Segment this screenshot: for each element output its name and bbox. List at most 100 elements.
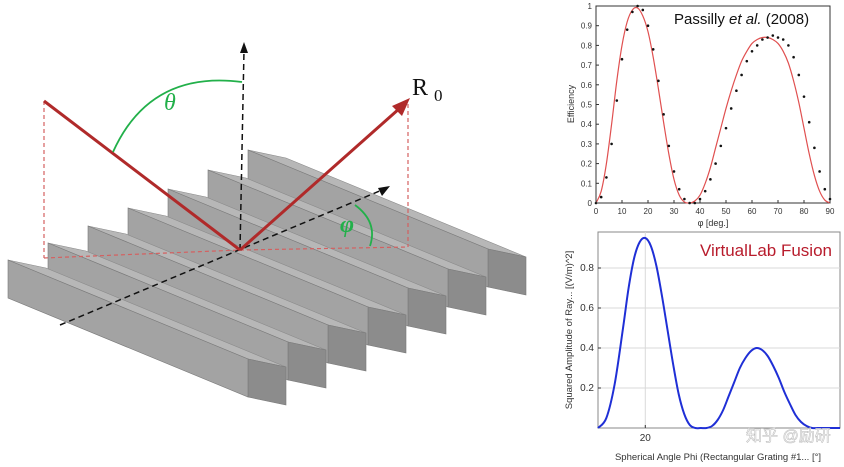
projection-incident-horizontal — [43, 249, 241, 259]
data-point — [766, 36, 769, 39]
r0-label-subscript: 0 — [434, 86, 443, 105]
x-axis-label: Spherical Angle Phi (Rectangular Grating… — [615, 452, 821, 463]
y-tick-label: 0.2 — [581, 160, 593, 169]
theta-arc — [112, 79, 243, 153]
data-point — [631, 10, 634, 14]
x-axis-label: φ [deg.] — [698, 218, 729, 228]
y-tick-label: 0.4 — [580, 343, 594, 354]
grating-diagram: θ φ R 0 — [7, 42, 527, 406]
y-tick-label: 0.4 — [581, 120, 593, 129]
data-point — [828, 197, 832, 201]
y-tick-label: 0.5 — [581, 101, 593, 110]
y-tick-label: 0.6 — [580, 303, 594, 314]
grating-bar — [7, 259, 287, 406]
normal-axis-arrowhead — [240, 42, 248, 53]
bar-end-face — [447, 268, 487, 316]
data-point — [651, 48, 655, 51]
y-tick-label: 0 — [588, 199, 593, 208]
y-tick-label: 0.2 — [580, 383, 594, 394]
reflected-ray-r0 — [239, 106, 401, 252]
data-point — [677, 187, 681, 191]
projection-lines — [43, 101, 409, 259]
data-point — [641, 8, 645, 12]
data-point — [792, 55, 795, 59]
x-tick-label: 30 — [670, 207, 679, 216]
y-tick-label: 0.3 — [581, 140, 593, 149]
normal-axis — [239, 49, 245, 251]
grating-bars — [7, 149, 527, 406]
x-tick-label: 80 — [800, 207, 809, 216]
y-tick-label: 0.7 — [581, 61, 593, 70]
chart-frame — [597, 231, 841, 429]
series-line — [595, 6, 831, 204]
efficiency-chart: 0 10 20 30 40 50 60 70 80 90 0 0.1 0.2 0.3 0.4 0.5 0.6 0.… — [566, 2, 835, 228]
watermark: 知乎 @励研 — [746, 427, 831, 445]
axes — [59, 42, 390, 326]
data-point — [761, 38, 764, 41]
data-point — [797, 73, 801, 77]
y-tick-label: 1 — [588, 2, 593, 11]
y-tick-label: 0.8 — [581, 41, 593, 50]
data-point — [735, 89, 738, 93]
reflected-ray-arrowhead — [392, 98, 410, 116]
x-tick-label: 50 — [722, 207, 731, 216]
data-point — [620, 57, 624, 61]
data-point — [740, 73, 743, 77]
bar-end-face — [287, 341, 327, 389]
data-point — [714, 162, 717, 165]
bar-end-face — [367, 306, 407, 354]
data-point — [750, 50, 754, 53]
data-point — [787, 44, 790, 47]
series-line — [597, 236, 840, 430]
virtuallab-chart: 20 0.2 0.4 0.6 0.8 VirtualLab Fusion Spheric… — [564, 231, 841, 463]
data-point — [719, 144, 723, 148]
chart-frame — [595, 5, 831, 204]
x-tick-label: 20 — [644, 207, 653, 216]
data-point — [599, 195, 603, 199]
data-point — [724, 126, 728, 130]
bar-end-face — [247, 358, 287, 406]
y-axis-label: Squared Amplitude of Ray... [(V/m)^2] — [564, 251, 575, 409]
phi-arc — [354, 204, 373, 247]
data-point — [776, 36, 780, 39]
data-point — [698, 197, 702, 201]
chart-title-part-2: et al. — [729, 11, 762, 28]
data-point — [781, 38, 785, 41]
bar-end-face — [407, 287, 447, 335]
x-tick-label: 70 — [774, 207, 783, 216]
data-point — [605, 176, 608, 179]
x-tick-label: 10 — [618, 207, 627, 216]
y-tick-label: 0.8 — [580, 263, 594, 274]
r0-label: R 0 — [412, 75, 443, 105]
data-point — [672, 170, 676, 173]
y-tick-label: 0.1 — [581, 179, 593, 188]
data-point — [615, 99, 619, 102]
data-point — [683, 197, 686, 201]
data-point — [636, 4, 639, 8]
incident-ray — [43, 99, 241, 252]
chart-title-part-3: (2008) — [766, 11, 809, 28]
r0-label-main: R — [412, 75, 428, 101]
data-point — [662, 113, 665, 116]
grating-axis — [59, 189, 383, 326]
data-point — [729, 107, 733, 110]
theta-label: θ — [164, 90, 176, 116]
data-point — [755, 44, 759, 47]
rays — [43, 98, 410, 252]
data-point — [745, 59, 749, 63]
data-point — [709, 178, 712, 181]
data-point — [807, 120, 811, 124]
x-tick-label: 0 — [594, 207, 599, 216]
phi-label: φ — [340, 212, 354, 238]
data-point — [688, 201, 691, 205]
data-point — [646, 24, 650, 28]
x-tick-label: 90 — [826, 207, 835, 216]
data-point — [813, 146, 816, 150]
x-tick-label: 40 — [696, 207, 705, 216]
bar-end-face — [327, 324, 367, 372]
x-tick-label: 20 — [640, 433, 652, 444]
data-point — [625, 28, 629, 31]
y-tick-label: 0.9 — [581, 22, 593, 31]
data-point — [703, 189, 707, 193]
bar-front-face — [7, 259, 249, 398]
